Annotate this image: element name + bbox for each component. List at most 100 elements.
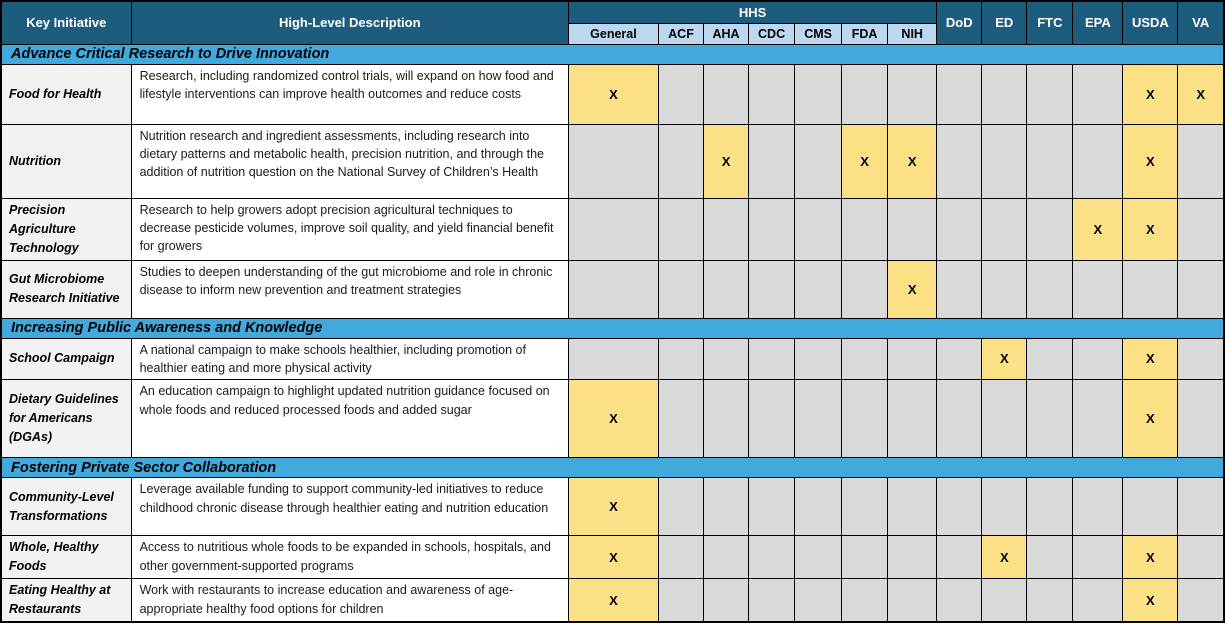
mark-cell-va: X: [1177, 63, 1225, 125]
empty-cell-acf: [657, 197, 705, 261]
mark-cell-ed: X: [981, 535, 1028, 580]
initiative-name: Whole, Healthy Foods: [0, 535, 132, 580]
initiative-row: Community-Level Transformations Leverage …: [0, 477, 1225, 537]
matrix-body: Advance Critical Research to Drive Innov…: [0, 43, 1225, 623]
empty-cell-ftc: [1026, 477, 1074, 537]
empty-cell-nih: [887, 63, 938, 125]
col-header-va: VA: [1177, 0, 1225, 45]
empty-cell-cms: [794, 197, 843, 261]
initiative-description: Access to nutritious whole foods to be e…: [130, 535, 569, 580]
empty-cell-nih: [887, 535, 938, 580]
initiative-row: Precision Agriculture Technology Research…: [0, 197, 1225, 261]
empty-cell-nih: [887, 337, 938, 381]
empty-cell-aha: [703, 197, 750, 261]
initiative-name: Community-Level Transformations: [0, 477, 132, 537]
initiative-description: An education campaign to highlight updat…: [130, 379, 569, 459]
empty-cell-fda: [841, 197, 889, 261]
col-header-hhs-acf: ACF: [657, 22, 705, 45]
empty-cell-cdc: [748, 259, 796, 319]
col-header-usda: USDA: [1122, 0, 1179, 45]
empty-cell-epa: [1072, 123, 1124, 199]
mark-cell-usda: X: [1122, 578, 1179, 623]
initiative-row: Food for Health Research, including rando…: [0, 63, 1225, 125]
col-header-hhs-cdc: CDC: [748, 22, 796, 45]
mark-cell-fda: X: [841, 123, 889, 199]
empty-cell-cms: [794, 578, 843, 623]
empty-cell-fda: [841, 535, 889, 580]
empty-cell-aha: [703, 259, 750, 319]
empty-cell-usda: [1122, 259, 1179, 319]
empty-cell-cms: [794, 337, 843, 381]
mark-cell-usda: X: [1122, 197, 1179, 261]
empty-cell-cms: [794, 63, 843, 125]
empty-cell-acf: [657, 337, 705, 381]
empty-cell-dod: [936, 123, 983, 199]
empty-cell-fda: [841, 259, 889, 319]
empty-cell-ed: [981, 477, 1028, 537]
empty-cell-acf: [657, 535, 705, 580]
initiative-description: Leverage available funding to support co…: [130, 477, 569, 537]
section-row: Fostering Private Sector Collaboration: [0, 457, 1225, 479]
empty-cell-cdc: [748, 337, 796, 381]
empty-cell-va: [1177, 337, 1225, 381]
initiative-name: Food for Health: [0, 63, 132, 125]
mark-cell-epa: X: [1072, 197, 1124, 261]
mark-cell-usda: X: [1122, 379, 1179, 459]
empty-cell-cdc: [748, 379, 796, 459]
empty-cell-ftc: [1026, 63, 1074, 125]
empty-cell-nih: [887, 578, 938, 623]
empty-cell-dod: [936, 477, 983, 537]
empty-cell-epa: [1072, 535, 1124, 580]
empty-cell-epa: [1072, 63, 1124, 125]
empty-cell-cms: [794, 477, 843, 537]
empty-cell-ftc: [1026, 337, 1074, 381]
mark-cell-usda: X: [1122, 337, 1179, 381]
empty-cell-usda: [1122, 477, 1179, 537]
empty-cell-fda: [841, 477, 889, 537]
empty-cell-ftc: [1026, 259, 1074, 319]
mark-cell-usda: X: [1122, 63, 1179, 125]
empty-cell-va: [1177, 535, 1225, 580]
mark-cell-usda: X: [1122, 123, 1179, 199]
section-title: Increasing Public Awareness and Knowledg…: [0, 317, 1225, 339]
empty-cell-aha: [703, 535, 750, 580]
initiative-row: Whole, Healthy Foods Access to nutritious…: [0, 535, 1225, 580]
empty-cell-va: [1177, 578, 1225, 623]
matrix-header: Key Initiative High-Level Description HH…: [0, 0, 1225, 45]
empty-cell-dod: [936, 379, 983, 459]
empty-cell-va: [1177, 123, 1225, 199]
empty-cell-dod: [936, 337, 983, 381]
empty-cell-epa: [1072, 379, 1124, 459]
initiative-name: Nutrition: [0, 123, 132, 199]
empty-cell-aha: [703, 578, 750, 623]
section-row: Advance Critical Research to Drive Innov…: [0, 43, 1225, 65]
empty-cell-fda: [841, 379, 889, 459]
col-header-description: High-Level Description: [130, 0, 569, 45]
initiative-name: Gut Microbiome Research Initiative: [0, 259, 132, 319]
initiative-row: Gut Microbiome Research Initiative Studie…: [0, 259, 1225, 319]
col-header-dod: DoD: [936, 0, 983, 45]
mark-cell-general: X: [567, 535, 659, 580]
col-header-hhs-group: HHS: [567, 0, 938, 24]
mark-cell-general: X: [567, 578, 659, 623]
empty-cell-nih: [887, 379, 938, 459]
section-title: Fostering Private Sector Collaboration: [0, 457, 1225, 479]
empty-cell-acf: [657, 477, 705, 537]
empty-cell-ed: [981, 578, 1028, 623]
mark-cell-general: X: [567, 63, 659, 125]
empty-cell-cms: [794, 259, 843, 319]
col-header-ftc: FTC: [1026, 0, 1074, 45]
initiative-name: Dietary Guidelines for Americans (DGAs): [0, 379, 132, 459]
empty-cell-ed: [981, 379, 1028, 459]
empty-cell-fda: [841, 578, 889, 623]
empty-cell-epa: [1072, 337, 1124, 381]
empty-cell-va: [1177, 379, 1225, 459]
empty-cell-acf: [657, 379, 705, 459]
initiative-name: Eating Healthy at Restaurants: [0, 578, 132, 623]
mark-cell-ed: X: [981, 337, 1028, 381]
col-header-hhs-fda: FDA: [841, 22, 889, 45]
empty-cell-aha: [703, 477, 750, 537]
empty-cell-va: [1177, 477, 1225, 537]
empty-cell-dod: [936, 197, 983, 261]
initiative-description: Work with restaurants to increase educat…: [130, 578, 569, 623]
